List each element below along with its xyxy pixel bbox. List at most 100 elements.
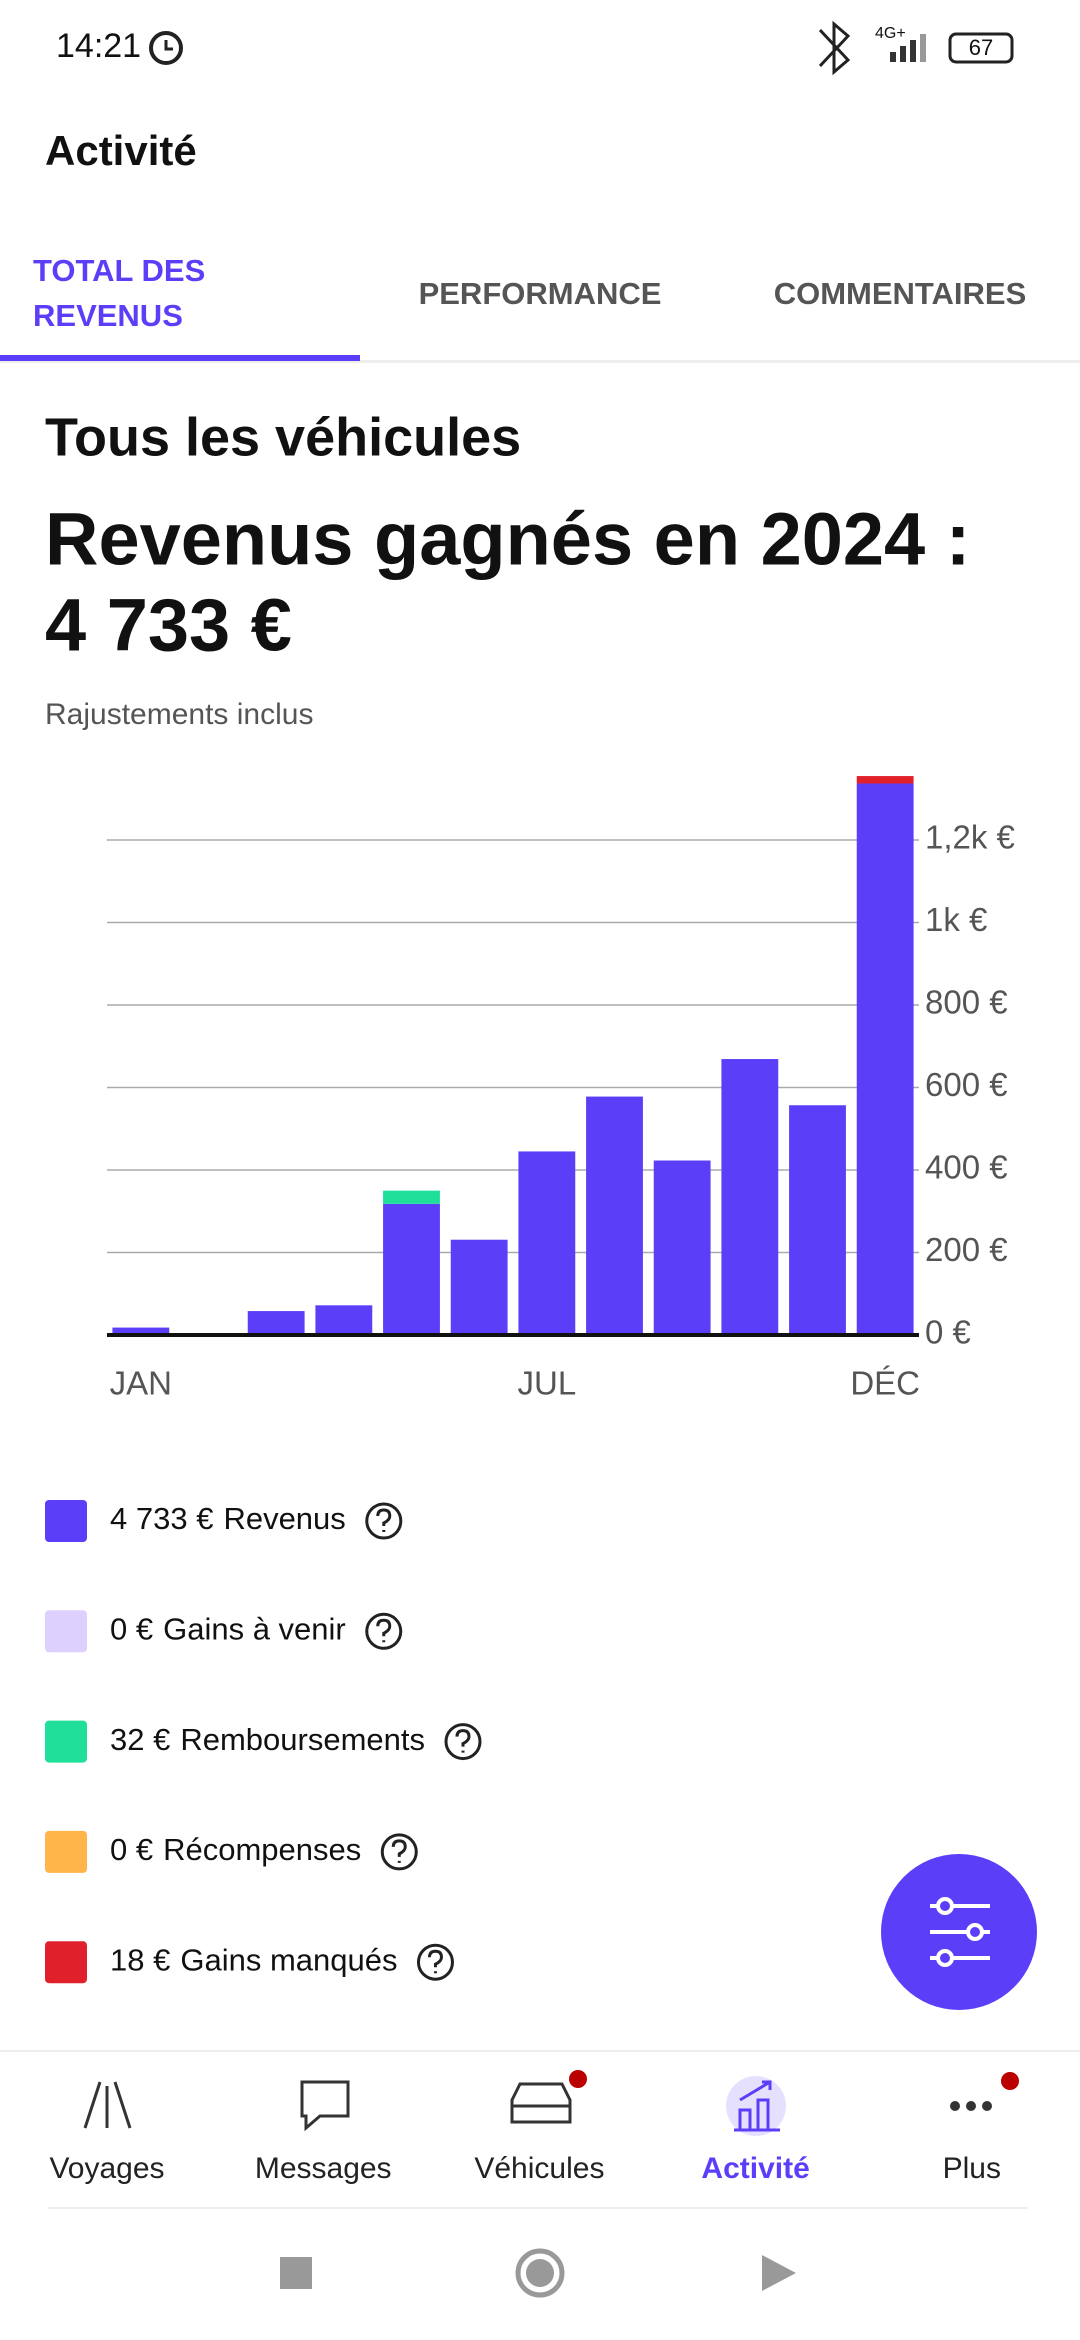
y-tick-label: 600 € [925,1066,1008,1103]
sys-home-dot [526,2259,554,2287]
legend-item: 4 733 € Revenus [45,1500,403,1542]
y-tick-label: 1,2k € [925,819,1015,856]
legend-swatch [45,1610,87,1653]
legend-amount: 32 € [110,1722,170,1757]
y-tick-label: 200 € [925,1231,1008,1268]
tab-label: REVENUS [33,298,183,333]
bar-segment [450,1239,508,1335]
bar-segment [112,1327,170,1335]
tab-comments[interactable]: COMMENTAIRES [774,276,1027,311]
x-tick-label: JAN [110,1365,172,1402]
bar-segment [383,1190,440,1204]
active-bg [726,2076,786,2136]
legend-amount: 0 € [110,1832,153,1867]
filter-icon [930,1897,990,1967]
headline: Revenus gagnés en 2024 : [45,498,970,581]
bar-segment [383,1203,440,1335]
legend-item: 18 € Gains manqués [45,1941,454,1984]
legend-name: Gains manqués [180,1942,397,1977]
bar-segment [721,1059,779,1335]
nav-label[interactable]: Messages [255,2152,392,2185]
legend-swatch [45,1500,87,1542]
filter-button[interactable] [881,1854,1037,2010]
y-tick-label: 0 € [925,1314,971,1351]
badge [569,2070,587,2088]
help-circle [444,1723,482,1761]
road-icon [83,2081,132,2129]
sys-recent[interactable] [280,2257,312,2289]
headline-total: 4 733 € [45,584,292,667]
bluetooth-icon [818,20,851,76]
bar-segment [315,1305,373,1335]
legend-name: Revenus [223,1501,345,1536]
help-button[interactable] [365,1502,403,1540]
page-title: Activité [45,127,197,174]
nav-bar: Voyages Messages Véhicules Activité Plus [49,2152,1001,2185]
scope-title: Tous les véhicules [45,407,521,467]
bar-segment [856,776,914,784]
help-button[interactable] [444,1723,482,1761]
legend-amount: 18 € [110,1942,170,1977]
y-tick-label: 800 € [925,984,1008,1021]
legend-name: Remboursements [180,1722,425,1757]
bar-segment [586,1096,643,1335]
sys-home[interactable] [515,2248,565,2298]
alarm-icon [149,31,183,65]
nav-label[interactable]: Véhicules [474,2152,604,2185]
tab-total[interactable]: TOTAL DES REVENUS [33,253,205,333]
tab-divider [0,360,1080,363]
note: Rajustements inclus [45,698,313,731]
legend-swatch [45,1720,87,1763]
nav-label[interactable]: Voyages [49,2152,164,2185]
nav-divider [48,2207,1028,2209]
help-circle [416,1943,454,1981]
help-circle [380,1833,418,1871]
y-tick-label: 400 € [925,1149,1008,1186]
nav-divider [0,2050,1080,2052]
legend-name: Récompenses [163,1832,361,1867]
bar-segment [856,783,914,1335]
tab-indicator [0,355,360,361]
help-button[interactable] [380,1833,418,1871]
network-label: 4G+ [875,25,906,42]
more-icon [950,2101,992,2111]
chart: 0 € 200 € 400 € 600 € 800 € 1k € 1,2k € JAN JUL D… [107,776,1015,1402]
bar-segment [518,1151,576,1335]
alarm-hand [164,40,173,51]
nav-label[interactable]: Plus [943,2152,1001,2185]
help-button[interactable] [416,1943,454,1981]
signal-icon [890,34,926,62]
legend-name: Gains à venir [163,1611,346,1646]
legend-swatch [45,1830,87,1873]
help-mark [427,1949,443,1974]
x-tick-label: DÉC [850,1365,920,1402]
status-time: 14:21 [56,27,141,65]
legend-item: 32 € Remboursements [45,1720,482,1763]
help-button[interactable] [365,1612,403,1650]
car-icon [510,2082,572,2124]
bar-segment [247,1311,305,1335]
tab-performance[interactable]: PERFORMANCE [419,276,662,311]
bar-segment [789,1105,846,1335]
sys-back[interactable] [762,2255,796,2291]
legend: 4 733 € Revenus 0 € Gains à venir 32 € Rembou… [45,1500,482,1984]
battery-icon [948,32,1014,64]
badge [1001,2072,1019,2090]
help-mark [391,1839,407,1863]
y-tick-label: 1k € [925,901,987,938]
legend-item: 0 € Gains à venir [45,1610,403,1653]
x-tick-label: JUL [517,1365,576,1402]
activity-icon [734,2080,780,2132]
help-circle [365,1502,403,1540]
nav-label[interactable]: Activité [701,2152,809,2185]
message-icon [300,2080,350,2132]
bar-segment [653,1160,711,1335]
tab-label: TOTAL DES [33,253,205,288]
battery-level: 67 [969,35,993,60]
help-mark [455,1729,471,1753]
legend-swatch [45,1941,87,1984]
nav-icons [83,2076,786,2136]
help-circle [365,1612,403,1650]
